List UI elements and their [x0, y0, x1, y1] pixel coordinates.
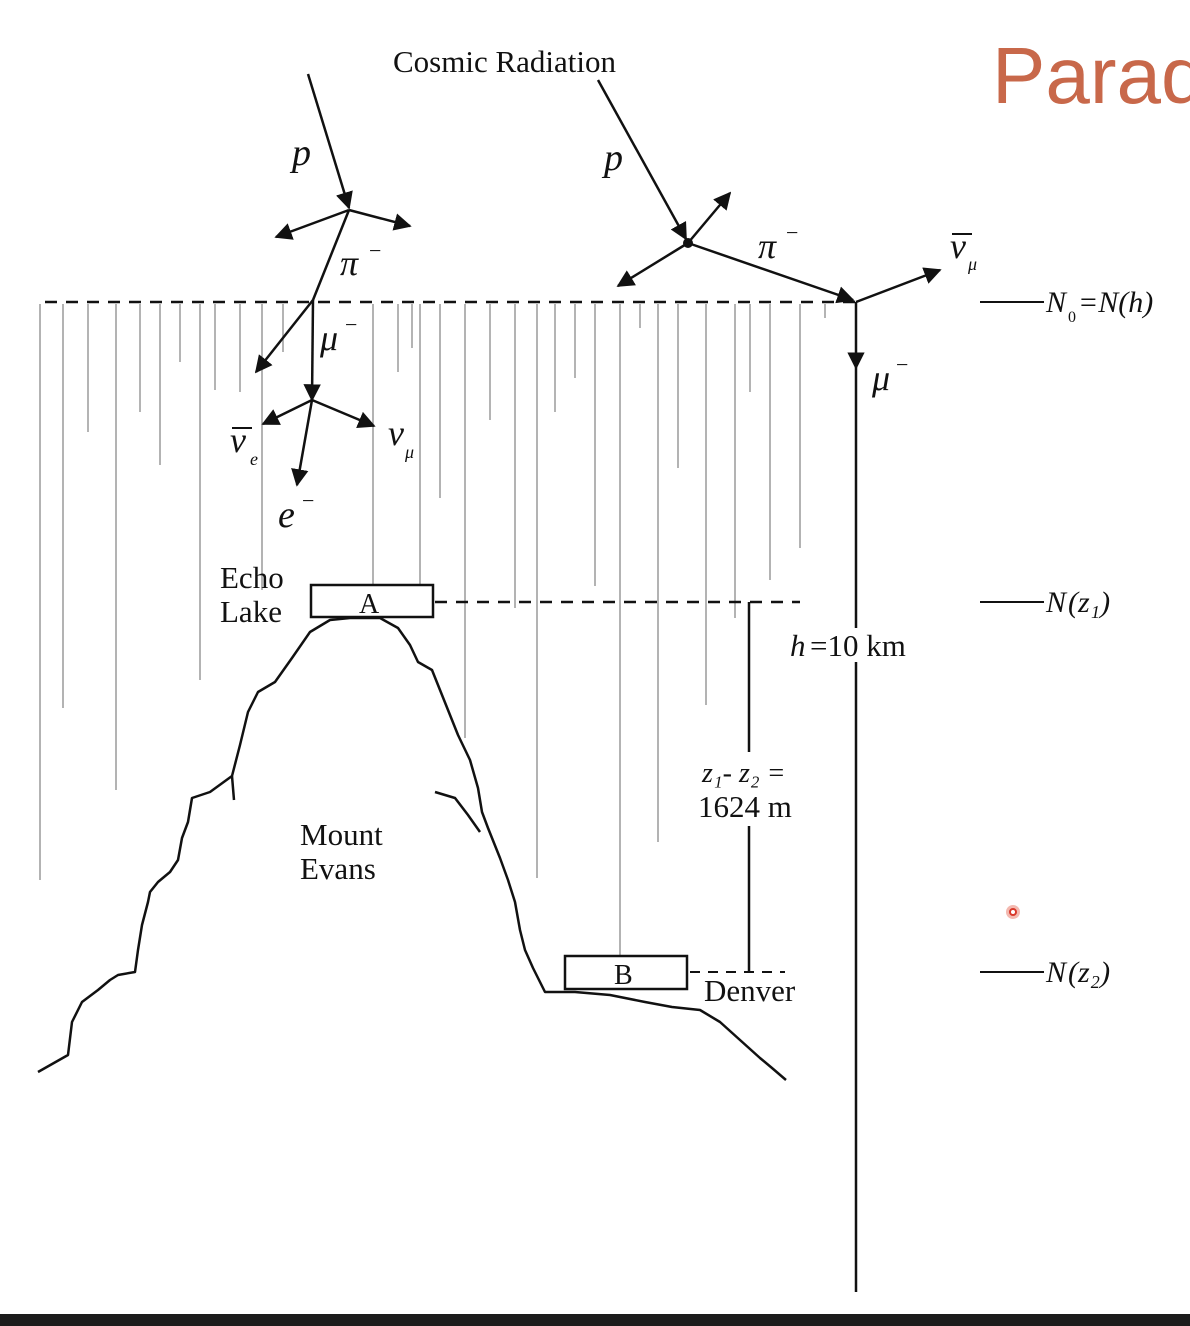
electron-label: e [278, 494, 295, 536]
antineutrino-mu-subscript: μ [967, 254, 977, 274]
evans-label: Evans [300, 851, 376, 886]
electron-charge: − [302, 488, 314, 513]
left-muon-label: μ [319, 318, 338, 358]
left-pion-label: π [340, 243, 359, 283]
left-proton-label: p [289, 132, 311, 174]
cosmic-radiation-label: Cosmic Radiation [393, 44, 617, 79]
n0-label-n: N [1045, 286, 1068, 319]
height-h-label: h [790, 628, 806, 663]
nz1-label-n: N [1045, 586, 1068, 619]
detector-b-box [563, 954, 689, 991]
mountain-ridge-left [230, 775, 236, 801]
detector-b-label: B [614, 960, 633, 991]
right-shower [596, 79, 942, 1292]
antineutrino-mu-label: ν [950, 226, 966, 266]
detector-a-label: A [359, 589, 380, 620]
right-pion-charge: − [786, 220, 798, 245]
cursor-indicator-icon [1006, 905, 1020, 919]
denver-label: Denver [704, 973, 796, 1008]
antineutrino-e-label: ν [230, 420, 246, 460]
neutrino-mu-subscript: μ [404, 442, 414, 462]
bottom-bar [0, 1314, 1190, 1326]
right-muon-charge: − [896, 352, 908, 377]
dz-value-label: 1624 m [698, 789, 792, 824]
mount-label: Mount [300, 817, 383, 852]
n0-label-rest: =N(h) [1078, 286, 1153, 319]
echo-label: Echo [220, 560, 284, 595]
mountain-ridge-right [434, 790, 482, 833]
left-muon-charge: − [345, 312, 357, 337]
right-proton-label: p [601, 137, 623, 179]
left-pion-charge: − [369, 238, 381, 263]
right-muon-label: μ [871, 358, 890, 398]
dz-expression-label: z₁- z₂ = [701, 758, 785, 789]
nz2-label-n: N [1045, 956, 1068, 989]
slide-title-partial: Parad [992, 31, 1190, 120]
antineutrino-e-subscript: e [250, 449, 258, 469]
lake-label: Lake [220, 594, 282, 629]
detector-a-box [309, 583, 435, 619]
right-pion-label: π [758, 226, 777, 266]
left-shower [254, 73, 412, 487]
mountain-outline [37, 616, 787, 1081]
nz2-label-rest: (z₂) [1068, 956, 1110, 989]
nz1-label-rest: (z₁) [1068, 586, 1110, 619]
neutrino-mu-label: ν [388, 413, 404, 453]
muon-rain-lines [39, 304, 826, 960]
height-value-label: =10 km [810, 628, 906, 663]
n0-label-sub: 0 [1068, 309, 1076, 326]
